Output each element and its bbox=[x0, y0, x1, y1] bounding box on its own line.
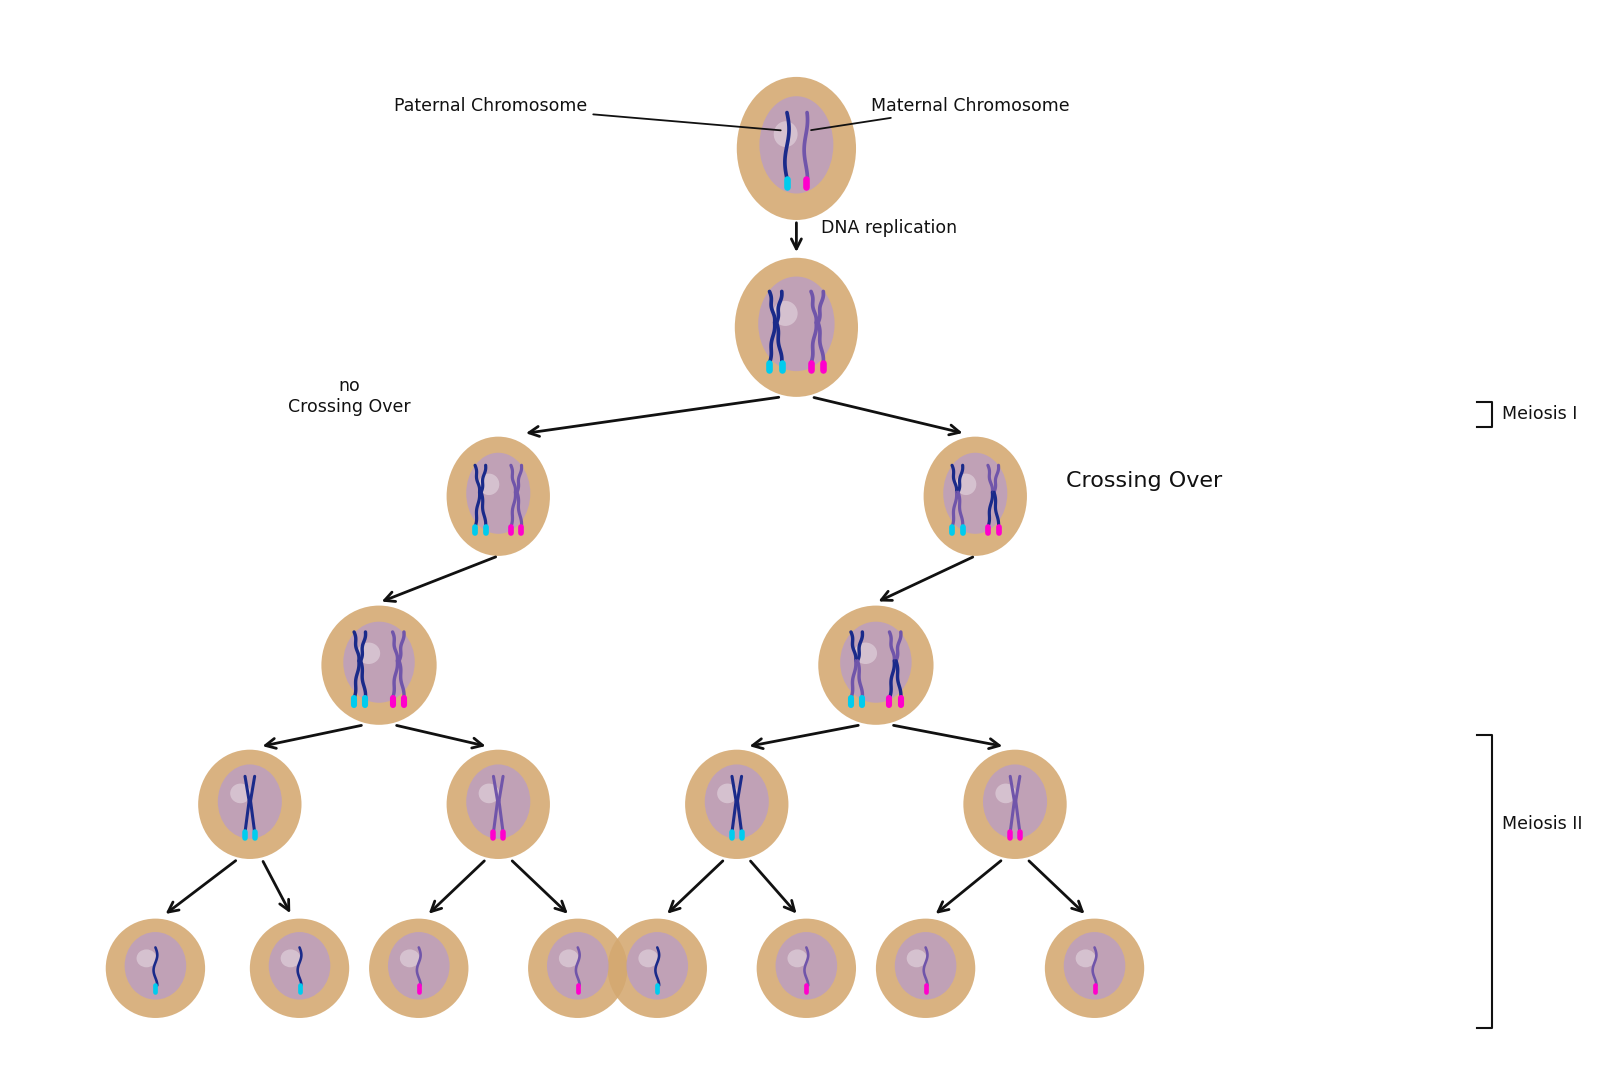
Ellipse shape bbox=[717, 783, 738, 804]
Ellipse shape bbox=[944, 453, 1008, 534]
Ellipse shape bbox=[995, 783, 1016, 804]
Ellipse shape bbox=[1064, 932, 1125, 1000]
Ellipse shape bbox=[704, 764, 770, 839]
Ellipse shape bbox=[269, 932, 330, 1000]
Ellipse shape bbox=[322, 606, 437, 725]
Ellipse shape bbox=[963, 750, 1067, 859]
Ellipse shape bbox=[608, 919, 707, 1018]
Ellipse shape bbox=[982, 764, 1046, 839]
Ellipse shape bbox=[760, 96, 834, 194]
Ellipse shape bbox=[250, 919, 349, 1018]
Ellipse shape bbox=[357, 642, 381, 664]
Ellipse shape bbox=[198, 750, 301, 859]
Ellipse shape bbox=[955, 473, 976, 495]
Ellipse shape bbox=[218, 764, 282, 839]
Ellipse shape bbox=[787, 949, 808, 967]
Ellipse shape bbox=[1075, 949, 1096, 967]
Ellipse shape bbox=[136, 949, 157, 967]
Ellipse shape bbox=[627, 932, 688, 1000]
Ellipse shape bbox=[344, 622, 414, 703]
Ellipse shape bbox=[400, 949, 419, 967]
Ellipse shape bbox=[894, 932, 957, 1000]
Ellipse shape bbox=[478, 783, 499, 804]
Text: Paternal Chromosome: Paternal Chromosome bbox=[395, 97, 781, 130]
Ellipse shape bbox=[280, 949, 301, 967]
Ellipse shape bbox=[854, 642, 877, 664]
Text: DNA replication: DNA replication bbox=[821, 218, 957, 237]
Ellipse shape bbox=[907, 949, 926, 967]
Text: Meiosis II: Meiosis II bbox=[1502, 816, 1582, 833]
Ellipse shape bbox=[446, 437, 550, 556]
Ellipse shape bbox=[466, 453, 530, 534]
Ellipse shape bbox=[773, 301, 798, 326]
Ellipse shape bbox=[446, 750, 550, 859]
Ellipse shape bbox=[466, 764, 530, 839]
Ellipse shape bbox=[106, 919, 205, 1018]
Ellipse shape bbox=[125, 932, 186, 1000]
Ellipse shape bbox=[547, 932, 608, 1000]
Ellipse shape bbox=[558, 949, 579, 967]
Ellipse shape bbox=[736, 76, 856, 220]
Ellipse shape bbox=[774, 122, 797, 147]
Ellipse shape bbox=[528, 919, 627, 1018]
Ellipse shape bbox=[818, 606, 933, 725]
Ellipse shape bbox=[776, 932, 837, 1000]
Text: no
Crossing Over: no Crossing Over bbox=[288, 378, 411, 416]
Ellipse shape bbox=[370, 919, 469, 1018]
Ellipse shape bbox=[875, 919, 976, 1018]
Ellipse shape bbox=[685, 750, 789, 859]
Text: Crossing Over: Crossing Over bbox=[1066, 471, 1222, 492]
Ellipse shape bbox=[923, 437, 1027, 556]
Text: Maternal Chromosome: Maternal Chromosome bbox=[811, 97, 1069, 130]
Ellipse shape bbox=[230, 783, 251, 804]
Ellipse shape bbox=[638, 949, 658, 967]
Ellipse shape bbox=[758, 277, 835, 371]
Ellipse shape bbox=[840, 622, 912, 703]
Ellipse shape bbox=[478, 473, 499, 495]
Ellipse shape bbox=[757, 919, 856, 1018]
Ellipse shape bbox=[387, 932, 450, 1000]
Text: Meiosis I: Meiosis I bbox=[1502, 406, 1578, 423]
Ellipse shape bbox=[1045, 919, 1144, 1018]
Ellipse shape bbox=[734, 258, 858, 397]
